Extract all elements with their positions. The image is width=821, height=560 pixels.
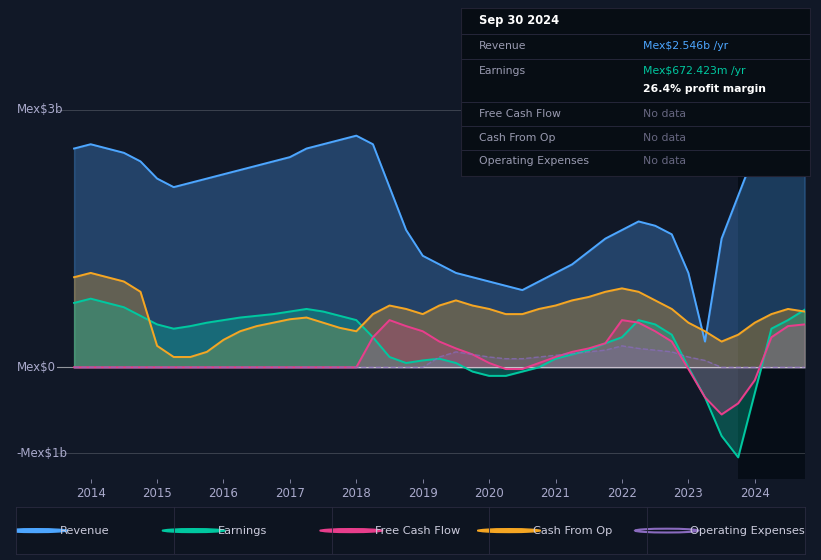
Circle shape bbox=[5, 529, 67, 533]
Text: Free Cash Flow: Free Cash Flow bbox=[375, 526, 461, 535]
Text: Mex$0: Mex$0 bbox=[16, 361, 55, 374]
Text: Operating Expenses: Operating Expenses bbox=[690, 526, 805, 535]
Text: Sep 30 2024: Sep 30 2024 bbox=[479, 13, 559, 27]
Text: 26.4% profit margin: 26.4% profit margin bbox=[643, 84, 766, 94]
Text: Mex$3b: Mex$3b bbox=[16, 104, 63, 116]
Text: No data: No data bbox=[643, 109, 686, 119]
Text: Cash From Op: Cash From Op bbox=[479, 133, 555, 143]
Text: Mex$2.546b /yr: Mex$2.546b /yr bbox=[643, 41, 728, 51]
Text: No data: No data bbox=[643, 133, 686, 143]
Text: Earnings: Earnings bbox=[218, 526, 267, 535]
Text: Mex$672.423m /yr: Mex$672.423m /yr bbox=[643, 67, 745, 76]
Text: Free Cash Flow: Free Cash Flow bbox=[479, 109, 561, 119]
Circle shape bbox=[163, 529, 225, 533]
Text: Operating Expenses: Operating Expenses bbox=[479, 156, 589, 166]
Circle shape bbox=[478, 529, 540, 533]
Text: -Mex$1b: -Mex$1b bbox=[16, 446, 67, 460]
Text: No data: No data bbox=[643, 156, 686, 166]
Bar bbox=[738, 76, 805, 479]
Circle shape bbox=[320, 529, 383, 533]
Text: Revenue: Revenue bbox=[479, 41, 526, 51]
Text: Revenue: Revenue bbox=[60, 526, 109, 535]
Text: Cash From Op: Cash From Op bbox=[533, 526, 612, 535]
Text: Earnings: Earnings bbox=[479, 67, 526, 76]
